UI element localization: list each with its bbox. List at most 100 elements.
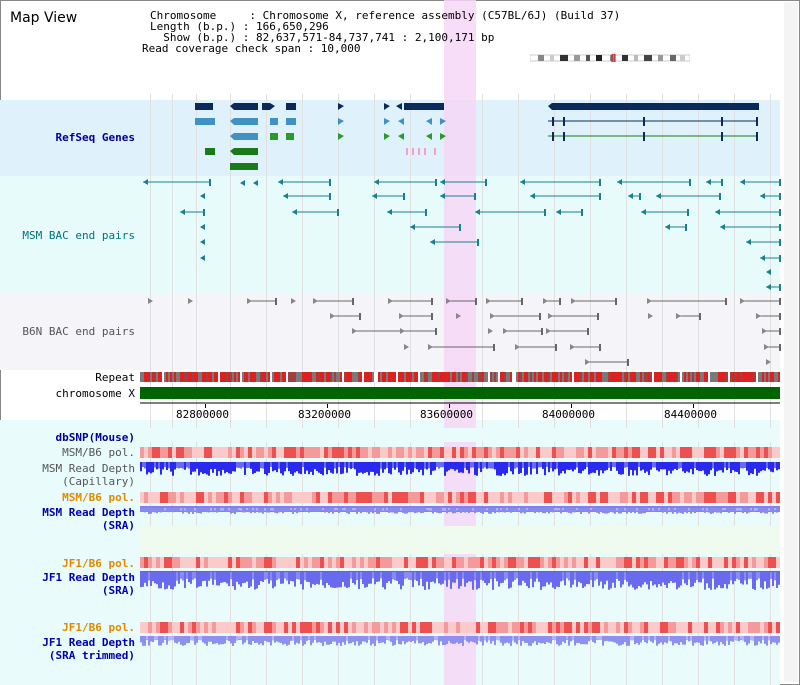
read-depth-bar [260, 462, 262, 469]
gene-feature [286, 133, 294, 140]
gene-feature [398, 133, 404, 140]
read-depth-bar [304, 462, 306, 474]
read-depth-bar [778, 572, 780, 585]
read-depth-bar [572, 462, 574, 472]
repeat-segment [686, 372, 688, 382]
polymorphism-cell [764, 557, 768, 568]
label-msm-bac[interactable]: MSM BAC end pairs [22, 229, 135, 242]
polymorphism-cell [556, 447, 560, 458]
read-depth-bar [328, 572, 330, 586]
polymorphism-cell [536, 492, 540, 503]
read-depth-bar [720, 636, 722, 642]
read-depth-bar [548, 462, 550, 473]
read-depth-bar [690, 636, 692, 641]
read-depth-bar [236, 508, 238, 513]
read-depth-bar [210, 572, 212, 579]
polymorphism-cell [660, 622, 664, 633]
bac-end [779, 255, 781, 262]
repeat-segment [602, 372, 604, 382]
repeat-segment [296, 372, 298, 382]
chromosome-bar[interactable] [140, 387, 780, 399]
polymorphism-cell [676, 557, 680, 568]
repeat-segment [690, 372, 692, 382]
repeat-segment [288, 372, 290, 382]
vertical-scrollbar[interactable] [784, 2, 798, 682]
read-depth-bar [728, 462, 730, 469]
read-depth-bar [698, 462, 700, 471]
read-depth-bar [270, 508, 272, 511]
read-depth-bar [522, 508, 524, 513]
read-depth-bar [750, 636, 752, 641]
read-depth-bar [526, 462, 528, 475]
read-depth-bar [144, 508, 146, 513]
repeat-segment [190, 372, 192, 382]
read-depth-bar [588, 462, 590, 475]
repeat-segment [256, 372, 258, 382]
repeat-segment [372, 372, 374, 382]
msm-bac-track[interactable] [143, 179, 781, 291]
label-refseq-genes[interactable]: RefSeq Genes [55, 131, 135, 144]
polymorphism-cell [292, 492, 296, 503]
polymorphism-cell [152, 447, 156, 458]
bac-end [665, 224, 670, 230]
read-depth-bar [302, 572, 304, 590]
repeat-segment [660, 372, 662, 382]
polymorphism-cell [452, 622, 456, 633]
read-depth-bar [238, 462, 240, 468]
polymorphism-cell [540, 622, 544, 633]
read-depth-bar [368, 508, 370, 514]
polymorphism-cell [516, 622, 520, 633]
polymorphism-cell [732, 557, 736, 568]
read-depth-bar [676, 572, 678, 590]
repeat-segment [220, 372, 222, 382]
label-b6n-bac[interactable]: B6N BAC end pairs [22, 325, 135, 338]
read-depth-bar [170, 462, 172, 472]
bac-end [180, 209, 185, 215]
read-depth-bar [642, 508, 644, 514]
lower-tracks[interactable] [140, 428, 780, 646]
refseq-track[interactable] [195, 103, 759, 170]
polymorphism-cell [520, 622, 524, 633]
read-depth-bar [636, 508, 638, 511]
read-depth-bar [174, 572, 176, 587]
read-depth-bar [608, 462, 610, 468]
bac-end [428, 344, 433, 350]
polymorphism-cell [696, 492, 700, 503]
repeat-segment [710, 372, 712, 382]
read-depth-bar [606, 508, 608, 514]
read-depth-bar [668, 462, 670, 471]
gene-feature [234, 133, 258, 140]
repeat-segment [324, 372, 326, 382]
polymorphism-cell [200, 557, 204, 568]
read-depth-bar [584, 508, 586, 512]
polymorphism-cell [352, 447, 356, 458]
read-depth-bar [506, 636, 508, 643]
chromosome-ideogram[interactable] [530, 54, 690, 62]
read-depth-bar [412, 508, 414, 513]
repeat-track[interactable] [140, 372, 780, 382]
repeat-segment [508, 372, 510, 382]
read-depth-bar [554, 572, 556, 589]
read-depth-bar [530, 462, 532, 475]
read-depth-bar [564, 636, 566, 644]
polymorphism-cell [684, 622, 688, 633]
label-dbsnp[interactable]: dbSNP(Mouse) [55, 431, 135, 444]
highlight-region[interactable] [444, 0, 476, 685]
read-depth-bar [348, 462, 350, 468]
gene-feature [286, 118, 296, 125]
read-depth-bar [176, 462, 178, 468]
read-depth-bar [374, 462, 376, 476]
polymorphism-cell [708, 492, 712, 503]
polymorphism-cell [336, 447, 340, 458]
read-depth-bar [634, 572, 636, 590]
read-depth-bar [558, 462, 560, 476]
repeat-segment [432, 372, 434, 382]
read-depth-bar [730, 508, 732, 512]
read-depth-bar [556, 462, 558, 469]
bac-end [617, 179, 622, 185]
read-depth-bar [760, 636, 762, 644]
b6n-bac-track[interactable] [148, 298, 781, 366]
read-depth-bar [488, 572, 490, 584]
read-depth-bar [408, 636, 410, 642]
